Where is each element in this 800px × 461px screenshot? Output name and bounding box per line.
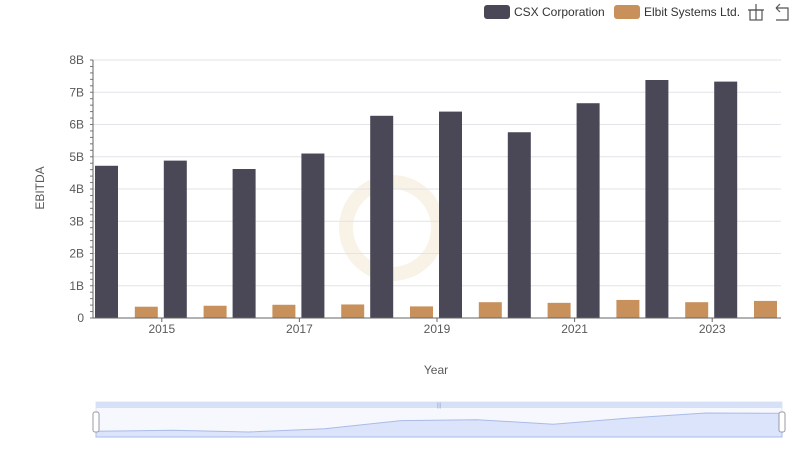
navigator-left-handle[interactable] [92,411,100,433]
y-axis-title: EBITDA [33,166,47,209]
y-tick-label: 4B [69,182,84,196]
y-tick-label: 6B [69,118,84,132]
y-tick-label: 8B [69,53,84,67]
navigator-grip-icon[interactable]: ||| [437,403,442,409]
x-tick-label: 2023 [699,322,726,336]
y-tick-label: 5B [69,150,84,164]
zoom-reset-icon[interactable] [775,3,789,21]
x-axis-title: Year [424,363,448,377]
x-tick-label: 2019 [424,322,451,336]
bar-elbit[interactable] [685,302,709,318]
axis-layer: 0 1B 2B 3B 4B 5B 6B 7B 8B 2015 2017 2019 2021 2023 [69,53,781,336]
bar-csx[interactable] [645,79,669,319]
bar-csx[interactable] [370,115,394,318]
legend-swatch-elbit [614,5,640,19]
bar-csx[interactable] [714,81,738,318]
legend: CSX Corporation Elbit Systems Ltd. [484,5,740,19]
y-tick-label: 0 [77,311,84,325]
zoom-select-icon[interactable] [748,4,764,21]
bar-csx[interactable] [439,111,462,318]
y-tick-label: 7B [69,85,84,99]
y-tick-label: 2B [69,247,84,261]
navigator-area [95,412,783,438]
bar-elbit[interactable] [616,299,640,318]
bar-csx[interactable] [232,169,256,318]
bar-csx[interactable] [507,132,531,318]
grid-layer [93,59,781,319]
bar-elbit[interactable] [272,304,296,318]
x-tick-label: 2015 [148,322,175,336]
bar-elbit[interactable] [754,300,777,318]
bar-elbit[interactable] [341,304,365,318]
bar-layer [95,79,777,319]
legend-label-csx: CSX Corporation [514,5,605,19]
navigator-top-bar[interactable] [96,402,782,408]
bar-csx[interactable] [95,165,118,318]
bar-csx[interactable] [163,160,187,318]
data-zoom-navigator[interactable]: ||| [92,401,786,438]
bar-elbit[interactable] [134,306,158,318]
bar-csx[interactable] [301,153,325,318]
legend-item-csx[interactable]: CSX Corporation [484,5,605,19]
y-tick-label: 3B [69,214,84,228]
y-tick-label: 1B [69,279,84,293]
legend-label-elbit: Elbit Systems Ltd. [644,5,740,19]
x-tick-label: 2017 [286,322,313,336]
legend-swatch-csx [484,5,510,19]
bar-elbit[interactable] [203,305,227,318]
legend-item-elbit[interactable]: Elbit Systems Ltd. [614,5,740,19]
bar-elbit[interactable] [547,302,571,318]
bar-csx[interactable] [576,103,600,318]
bar-elbit[interactable] [478,302,502,318]
x-tick-label: 2021 [561,322,588,336]
navigator-right-handle[interactable] [778,411,786,433]
bar-elbit[interactable] [410,306,433,318]
